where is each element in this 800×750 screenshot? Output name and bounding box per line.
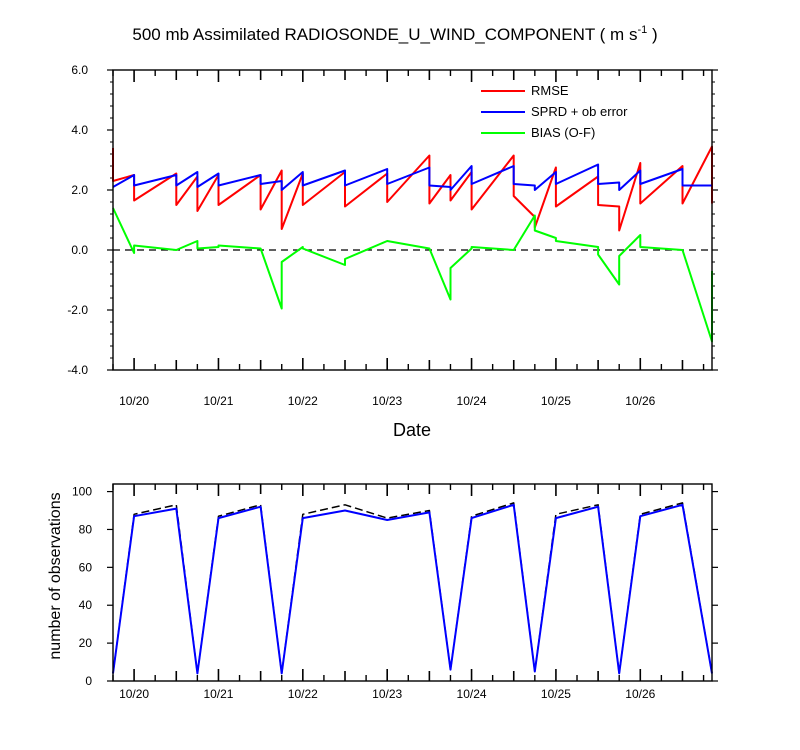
y-tick-label: -4.0 [67, 363, 88, 377]
series-line-sprd-ob-error [112, 163, 712, 191]
top-x-axis: 10/20 10/21 10/22 10/23 10/24 10/25 10/26 [119, 394, 656, 408]
legend-label-sprd: SPRD + ob error [531, 104, 628, 119]
bottom-series-lines [112, 502, 713, 675]
x-tick-label: 10/20 [119, 687, 149, 701]
series-line-used [112, 503, 713, 675]
x-tick-label: 10/26 [625, 394, 655, 408]
top-series-lines [112, 145, 713, 343]
top-y-axis: -4.0 -2.0 0.0 2.0 4.0 6.0 [67, 63, 88, 377]
x-tick-label: 10/25 [541, 687, 571, 701]
y-tick-label: 0.0 [71, 243, 88, 257]
legend: RMSE SPRD + ob error BIAS (O-F) [481, 83, 628, 140]
top-plot-frame [112, 69, 713, 371]
x-tick-label: 10/23 [372, 687, 402, 701]
chart-title: 500 mb Assimilated RADIOSONDE_U_WIND_COM… [132, 24, 657, 44]
x-tick-label: 10/21 [203, 687, 233, 701]
x-tick-label: 10/24 [457, 394, 487, 408]
y-tick-label: 4.0 [71, 123, 88, 137]
x-tick-label: 10/21 [203, 394, 233, 408]
legend-label-rmse: RMSE [531, 83, 569, 98]
bottom-x-axis: 10/20 10/21 10/22 10/23 10/24 10/25 10/26 [119, 687, 656, 701]
y-tick-label: 80 [79, 522, 93, 536]
x-tick-label: 10/24 [457, 687, 487, 701]
x-axis-title: Date [393, 420, 431, 440]
y-tick-label: 40 [79, 598, 93, 612]
x-tick-label: 10/22 [288, 394, 318, 408]
y-tick-label: 6.0 [71, 63, 88, 77]
y-tick-label: 100 [72, 485, 92, 499]
y-tick-label: 20 [79, 636, 93, 650]
legend-label-bias: BIAS (O-F) [531, 125, 595, 140]
y-tick-label: -2.0 [67, 303, 88, 317]
y-axis-title-observations: number of observations [47, 492, 64, 659]
y-tick-label: 60 [79, 560, 93, 574]
x-tick-label: 10/20 [119, 394, 149, 408]
x-tick-label: 10/26 [625, 687, 655, 701]
x-tick-label: 10/23 [372, 394, 402, 408]
bottom-axis-ticks [107, 484, 718, 682]
bottom-plot-frame [112, 483, 713, 682]
series-line-bias-o-f [112, 207, 713, 343]
x-tick-label: 10/25 [541, 394, 571, 408]
x-tick-label: 10/22 [288, 687, 318, 701]
top-chart: -4.0-2.00.02.04.06.0 10/20 10/21 10/22 10/2… [67, 63, 718, 440]
bottom-y-axis: 0 20 40 60 80 100 [72, 485, 92, 688]
y-tick-label: 2.0 [71, 183, 88, 197]
y-tick-label: 0 [85, 674, 92, 688]
